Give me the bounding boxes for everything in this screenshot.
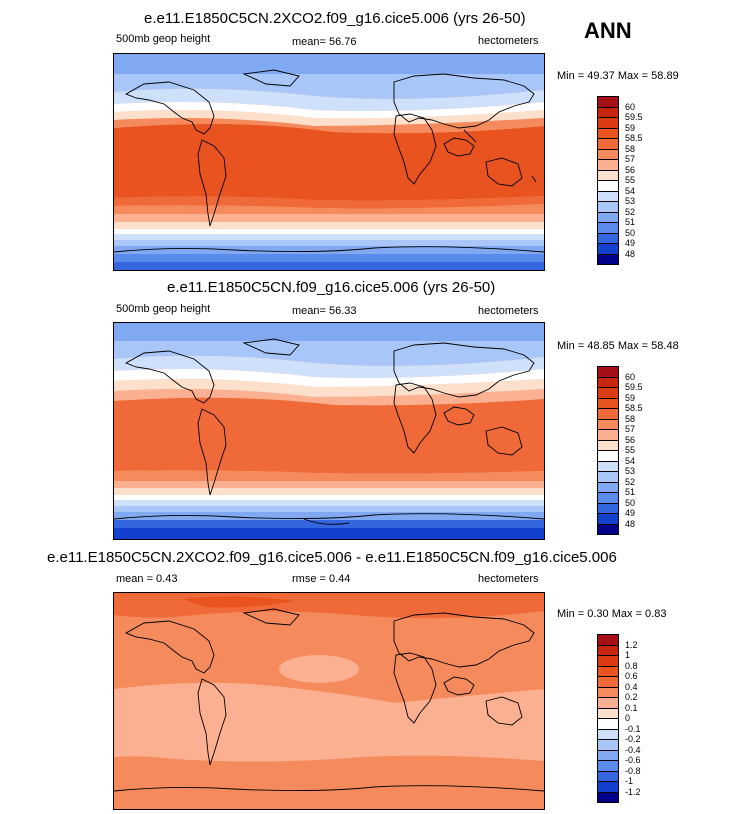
colorbar-tick-label: 0.2: [625, 692, 638, 702]
colorbar-tick-label: 52: [625, 476, 636, 487]
panel3-rmse: rmse = 0.44: [292, 573, 351, 585]
colorbar-tick-label: 57: [625, 154, 636, 164]
panel3-title: e.e11.E1850C5CN.2XCO2.f09_g16.cice5.006 …: [47, 549, 617, 566]
colorbar-tick-label: 55: [625, 445, 636, 455]
panel3-map: [113, 592, 545, 810]
colorbar-tick-label: 49: [625, 238, 636, 248]
colorbar-tick-label: -1: [625, 776, 634, 786]
colorbar-tick-label: -0.6: [625, 755, 641, 765]
colorbar-tick-label: 59: [625, 392, 636, 403]
colorbar-tick-label: 57: [625, 424, 636, 434]
panel1-units: hectometers: [478, 35, 539, 47]
panel3-mean: mean = 0.43: [116, 573, 178, 585]
colorbar-swatch: [597, 253, 619, 265]
panel1-field-label: 500mb geop height: [116, 33, 211, 45]
colorbar-tick-label: -1.2: [625, 786, 641, 797]
colorbar-tick-label: 53: [625, 196, 636, 206]
colorbar-tick-label: 51: [625, 217, 636, 227]
colorbar-tick-label: 58: [625, 413, 636, 424]
colorbar-tick-label: 48: [625, 518, 636, 529]
colorbar-tick-label: 52: [625, 206, 636, 217]
colorbar-tick-label: 0: [625, 713, 631, 723]
colorbar-swatch: [597, 791, 619, 803]
panel2-title: e.e11.E1850C5CN.f09_g16.cice5.006 (yrs 2…: [167, 279, 496, 296]
colorbar-tick-label: 55: [625, 175, 636, 185]
colorbar-tick-label: 60: [625, 101, 636, 112]
colorbar-tick-label: 1.2: [625, 639, 638, 650]
colorbar-tick-label: 0.1: [625, 702, 638, 713]
colorbar-tick-label: 0.6: [625, 671, 638, 681]
colorbar-tick-label: -0.4: [625, 744, 641, 755]
colorbar-tick-label: 0.8: [625, 660, 638, 671]
panel2-field-label: 500mb geop height: [116, 303, 211, 315]
colorbar-tick-label: -0.2: [625, 734, 641, 744]
colorbar-tick-label: 60: [625, 371, 636, 382]
colorbar-tick-label: 58.5: [625, 133, 643, 143]
panel2-minmax: Min = 48.85 Max = 58.48: [557, 340, 679, 352]
panel3-units: hectometers: [478, 573, 539, 585]
season-label: ANN: [584, 18, 632, 43]
colorbar-tick-label: 59.5: [625, 382, 643, 392]
colorbar-tick-label: 53: [625, 466, 636, 476]
panel1-minmax: Min = 49.37 Max = 58.89: [557, 70, 679, 82]
colorbar-tick-label: 54: [625, 455, 636, 466]
colorbar-tick-label: 49: [625, 508, 636, 518]
colorbar-tick-label: -0.1: [625, 723, 641, 734]
colorbar-tick-label: 56: [625, 164, 636, 175]
colorbar-tick-label: 50: [625, 227, 636, 238]
colorbar-tick-label: 51: [625, 487, 636, 497]
colorbar-tick-label: 58: [625, 143, 636, 154]
panel1-map: [113, 53, 545, 271]
colorbar-tick-label: 56: [625, 434, 636, 445]
colorbar-swatch: [597, 523, 619, 535]
panel2-mean: mean= 56.33: [292, 305, 357, 317]
colorbar-tick-label: 48: [625, 248, 636, 259]
colorbar-tick-label: 58.5: [625, 403, 643, 413]
panel2-map: [113, 322, 545, 540]
colorbar-tick-label: 54: [625, 185, 636, 196]
panel2-units: hectometers: [478, 305, 539, 317]
colorbar-tick-label: 59.5: [625, 112, 643, 122]
colorbar-tick-label: -0.8: [625, 765, 641, 776]
panel1-title: e.e11.E1850C5CN.2XCO2.f09_g16.cice5.006 …: [144, 10, 526, 27]
colorbar-tick-label: 1: [625, 650, 631, 660]
panel3-minmax: Min = 0.30 Max = 0.83: [557, 608, 667, 620]
colorbar-tick-label: 59: [625, 122, 636, 133]
colorbar-tick-label: 0.4: [625, 681, 638, 692]
panel1-mean: mean= 56.76: [292, 36, 357, 48]
colorbar-tick-label: 50: [625, 497, 636, 508]
